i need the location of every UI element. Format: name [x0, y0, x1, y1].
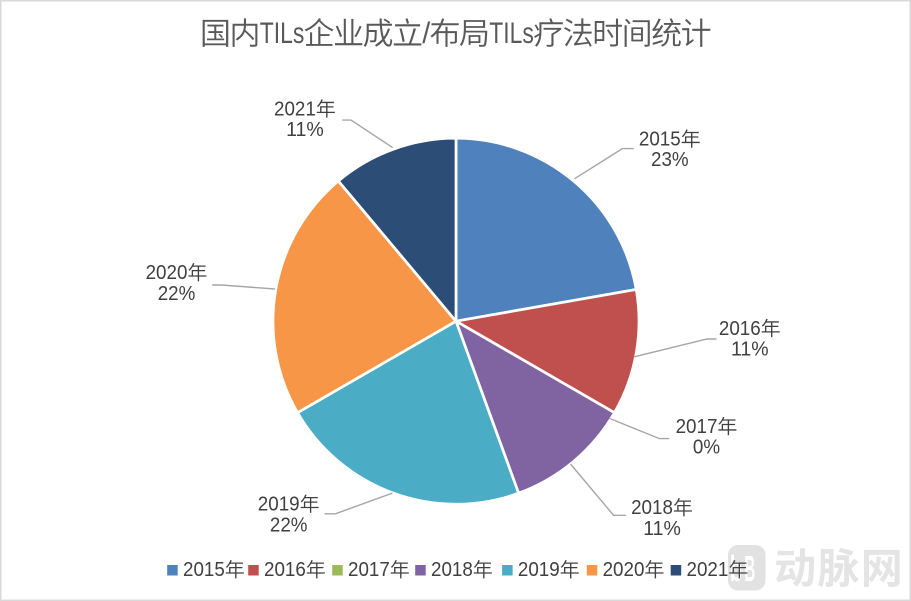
svg-text:2020: 2020 [603, 559, 645, 581]
svg-text:11%: 11% [731, 339, 769, 361]
svg-text:2016: 2016 [719, 318, 761, 340]
svg-text:2017: 2017 [348, 559, 390, 581]
svg-text:/: / [422, 17, 431, 50]
svg-text:2015: 2015 [639, 128, 681, 150]
svg-text:11%: 11% [643, 518, 681, 540]
svg-text:2021: 2021 [687, 559, 729, 581]
svg-text:2018: 2018 [631, 497, 673, 519]
svg-text:22%: 22% [158, 283, 196, 305]
svg-text:TILs: TILs [260, 17, 305, 50]
svg-text:23%: 23% [651, 149, 689, 171]
svg-text:2016: 2016 [264, 559, 306, 581]
svg-text:B: B [744, 548, 755, 589]
svg-text:2020: 2020 [146, 262, 188, 284]
svg-text:2017: 2017 [676, 416, 718, 438]
svg-text:d: d [730, 548, 742, 589]
svg-text:2018: 2018 [431, 559, 473, 581]
svg-text:22%: 22% [270, 514, 308, 536]
svg-text:TILs: TILs [489, 17, 534, 50]
svg-text:2021: 2021 [274, 98, 316, 120]
svg-text:11%: 11% [286, 119, 324, 141]
svg-text:2015: 2015 [183, 559, 225, 581]
svg-text:2019: 2019 [258, 494, 300, 516]
svg-text:0%: 0% [693, 437, 720, 459]
svg-text:2019: 2019 [518, 559, 560, 581]
